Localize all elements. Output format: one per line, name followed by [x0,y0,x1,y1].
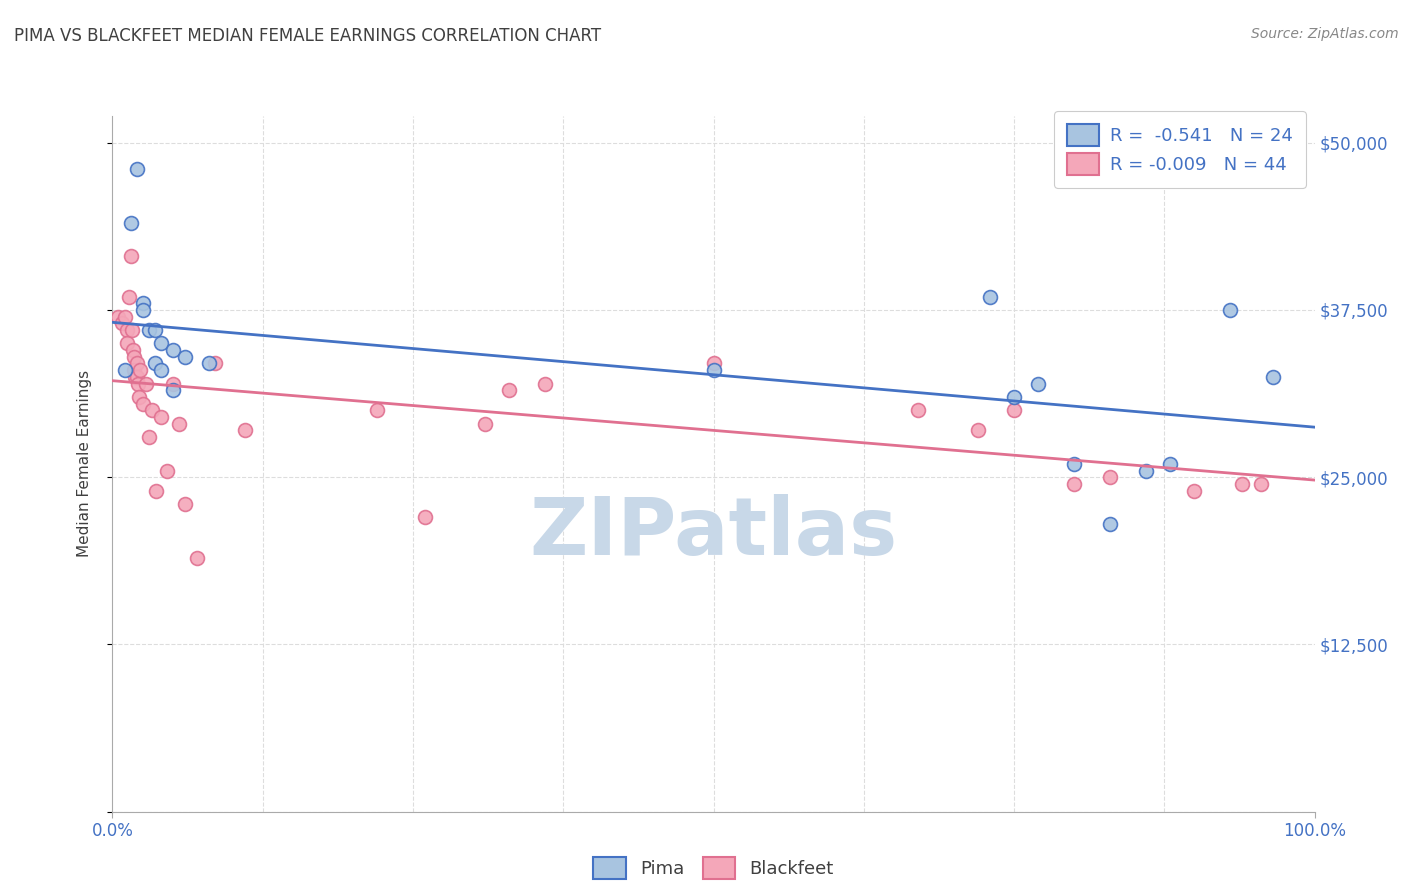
Point [129,363,152,377]
Point [125,162,148,177]
Point [131,296,153,310]
Point [1219,303,1241,318]
Point [1002,403,1025,417]
Point [204,356,226,371]
Point [115,323,138,337]
Point [149,363,172,377]
Legend: Pima, Blackfeet: Pima, Blackfeet [579,842,848,892]
Point [233,424,256,438]
Point [124,369,146,384]
Point [702,356,725,371]
Y-axis label: Median Female Earnings: Median Female Earnings [77,370,91,558]
Point [114,363,136,377]
Point [197,356,219,371]
Point [1159,457,1181,471]
Point [173,350,195,364]
Point [167,417,190,431]
Point [534,376,557,391]
Point [1063,457,1085,471]
Point [141,403,163,417]
Point [125,369,148,384]
Point [186,550,208,565]
Point [1099,516,1122,531]
Point [122,350,145,364]
Point [702,363,725,377]
Point [1063,476,1085,491]
Point [131,303,153,318]
Point [115,336,138,351]
Point [413,510,436,524]
Point [149,336,172,351]
Point [162,376,184,391]
Point [1135,464,1157,478]
Point [162,384,184,398]
Point [1232,476,1254,491]
Point [1099,470,1122,484]
Point [111,317,134,331]
Point [138,323,160,337]
Point [1250,476,1272,491]
Point [145,483,167,498]
Point [1026,376,1049,391]
Point [907,403,929,417]
Text: PIMA VS BLACKFEET MEDIAN FEMALE EARNINGS CORRELATION CHART: PIMA VS BLACKFEET MEDIAN FEMALE EARNINGS… [14,27,602,45]
Point [173,497,195,511]
Point [121,323,143,337]
Point [149,410,172,425]
Point [155,464,177,478]
Point [135,376,157,391]
Point [131,396,153,410]
Point [162,343,184,358]
Text: Source: ZipAtlas.com: Source: ZipAtlas.com [1251,27,1399,41]
Point [143,356,166,371]
Point [122,343,145,358]
Point [498,384,520,398]
Point [474,417,496,431]
Point [1261,369,1284,384]
Point [127,376,149,391]
Point [143,323,166,337]
Point [118,289,141,303]
Point [138,430,160,444]
Point [967,424,990,438]
Point [1002,390,1025,404]
Point [114,310,136,324]
Point [979,289,1001,303]
Point [128,390,150,404]
Point [366,403,388,417]
Point [1184,483,1206,498]
Point [125,356,148,371]
Point [120,216,142,230]
Point [107,310,129,324]
Text: ZIPatlas: ZIPatlas [530,494,897,573]
Point [122,363,145,377]
Point [120,250,142,264]
